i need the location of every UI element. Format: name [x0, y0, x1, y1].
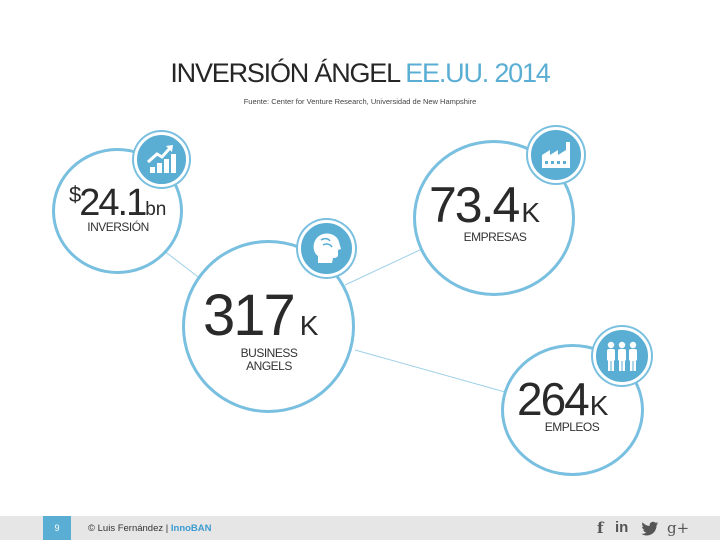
page-title: INVERSIÓN ÁNGEL EE.UU. 2014 [0, 58, 720, 89]
title-accent: EE.UU. 2014 [405, 58, 551, 88]
angels-circle [182, 240, 355, 413]
investment-value: $24.1bn [69, 182, 167, 224]
footer-copyright: © Luis Fernández | InnoBAN [88, 523, 212, 534]
head-icon [313, 233, 341, 263]
angels-badge [298, 220, 355, 277]
copyright-text: © Luis Fernández | [88, 523, 171, 534]
companies-unit: K [521, 197, 541, 228]
jobs-unit: K [589, 390, 609, 421]
source-note: Fuente: Center for Venture Research, Uni… [243, 97, 477, 106]
angels-unit: K [299, 310, 319, 341]
investment-label: INVERSIÓN [87, 220, 149, 234]
angels-value: 317 K [203, 287, 318, 345]
page-number: 9 [43, 516, 71, 540]
investment-badge [134, 132, 189, 187]
companies-badge [528, 127, 584, 183]
companies-label: EMPRESAS [463, 230, 527, 244]
angels-label-line1: BUSINESS [240, 346, 298, 360]
factory-icon [542, 142, 570, 168]
investment-number: 24.1 [79, 182, 147, 224]
connector-jobs [354, 349, 506, 393]
angels-label: BUSINESS ANGELS [224, 347, 314, 373]
jobs-number: 264 [517, 373, 590, 425]
jobs-label: EMPLEOS [544, 420, 600, 434]
angels-number: 317 [203, 283, 296, 348]
investment-currency: $ [69, 182, 81, 207]
twitter-icon[interactable] [641, 521, 659, 537]
facebook-icon[interactable]: f [597, 519, 604, 537]
footer-bar: 9 © Luis Fernández | InnoBAN f in g+ [0, 516, 720, 540]
jobs-value: 264K [517, 376, 608, 422]
growth-chart-icon [147, 145, 176, 173]
companies-number: 73.4 [429, 177, 520, 233]
companies-value: 73.4 K [429, 180, 540, 230]
people-icon [607, 341, 637, 371]
investment-unit: bn [145, 199, 167, 220]
googleplus-icon[interactable]: g+ [667, 519, 690, 537]
connector-companies [344, 248, 423, 286]
angels-label-line2: ANGELS [246, 359, 292, 373]
title-main: INVERSIÓN ÁNGEL [170, 58, 400, 88]
linkedin-icon[interactable]: in [615, 519, 629, 536]
jobs-badge [593, 327, 651, 385]
brand-name[interactable]: InnoBAN [170, 523, 212, 534]
